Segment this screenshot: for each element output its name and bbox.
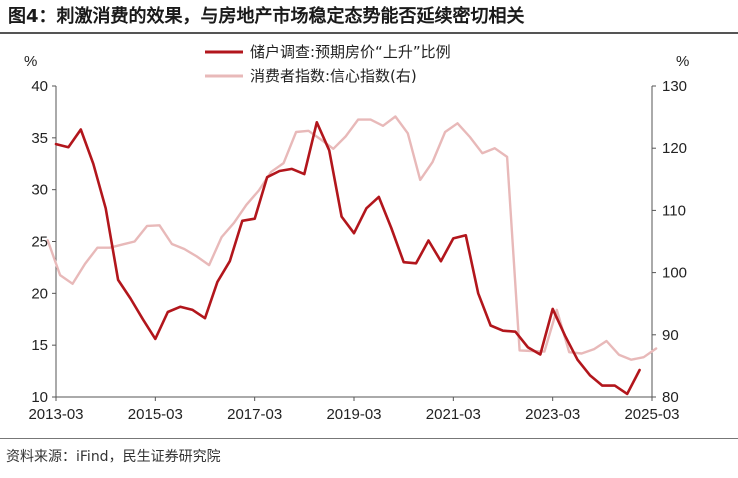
chart-area: 10 15 20 25 30 35 40 80 90 100 110 120 130 2013-03 201… [0,36,738,436]
left-tick-label: 30 [31,182,48,199]
figure-title: 图4：刺激消费的效果，与房地产市场稳定态势能否延续密切相关 [8,6,525,27]
right-tick-label: 100 [662,265,687,282]
series-line-house-price-expectation [54,121,641,396]
series-line-consumer-confidence [46,115,658,361]
left-tick-label: 15 [31,337,48,354]
source-note: 资料来源：iFind，民生证券研究院 [6,449,221,465]
left-tick-label: 35 [31,130,48,147]
left-tick-label: 10 [31,389,48,406]
x-tick-label: 2013-03 [28,406,83,423]
left-tick-label: 40 [31,78,48,95]
right-tick-label: 90 [662,327,679,344]
left-tick-label: 25 [31,234,48,251]
x-tick-label: 2023-03 [525,406,580,423]
x-tick-label: 2019-03 [326,406,381,423]
right-tick-label: 80 [662,389,679,406]
legend-label: 储户调查:预期房价“上升”比例 [250,43,451,61]
source-divider [0,438,738,439]
right-tick-label: 110 [662,202,686,219]
right-tick-label: 120 [662,140,687,157]
right-tick-label: 130 [662,78,687,95]
line-chart: 10 15 20 25 30 35 40 80 90 100 110 120 130 2013-03 201… [24,43,689,423]
x-tick-label: 2021-03 [426,406,481,423]
left-tick-label: 20 [31,285,48,302]
series-layer [46,115,658,396]
legend-label: 消费者指数:信心指数(右) [250,67,417,85]
x-tick-label: 2025-03 [624,406,679,423]
title-divider [0,32,738,34]
x-tick-label: 2017-03 [227,406,282,423]
right-axis-unit: % [676,53,689,70]
axes: 10 15 20 25 30 35 40 80 90 100 110 120 130 2013-03 201… [24,53,689,423]
left-axis-unit: % [24,53,37,70]
x-tick-label: 2015-03 [128,406,183,423]
